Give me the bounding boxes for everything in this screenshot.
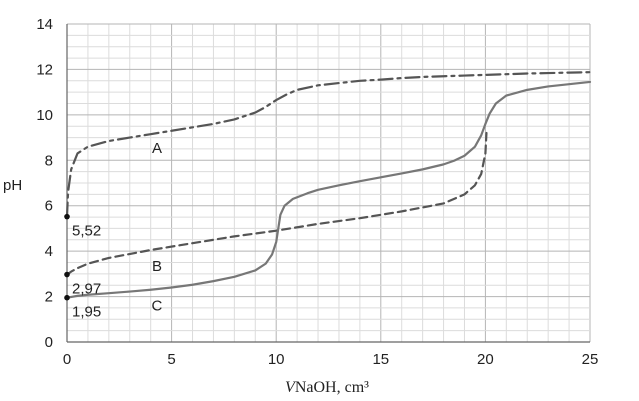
x-tick-label: 5 [167,351,175,368]
series-line-A [65,71,592,218]
x-tick-label: 0 [63,351,71,368]
y-tick-labels: 0 2 4 6 8 10 12 14 [36,16,53,351]
curve-label-C: C [152,298,163,315]
y-tick-label: 2 [45,289,53,306]
x-tick-label: 10 [268,351,285,368]
x-axis-label-unit: NaOH, cm³ [295,379,369,396]
curve-labels: A B C [152,140,163,315]
y-tick-label: 14 [36,16,53,33]
plot-frame [66,24,590,343]
start-point-label: 5,52 [72,223,101,240]
curve-label-A: A [152,140,162,157]
y-tick-label: 0 [45,334,53,351]
start-points: 5,52 2,97 1,95 [64,213,101,321]
start-point-label: 1,95 [72,304,101,321]
grid [66,23,591,343]
curve-label-B: B [152,258,162,275]
y-tick-label: 12 [36,61,53,78]
series-line-C [65,80,592,299]
y-axis-label: pH [3,177,22,194]
start-point-label: 2,97 [72,281,101,298]
y-tick-label: 8 [45,152,53,169]
x-axis-label: VNaOH, cm³ [285,379,369,396]
start-point-marker [64,271,70,278]
x-tick-label: 15 [372,351,389,368]
y-tick-label: 4 [45,243,53,260]
start-point-marker [64,213,70,220]
x-axis-label-variable: V [285,379,297,396]
x-tick-label: 25 [582,351,599,368]
x-tick-label: 20 [477,351,494,368]
y-tick-label: 10 [36,107,53,124]
start-point-marker [64,294,70,301]
series-line-B [65,131,488,276]
series-group [65,71,592,299]
x-tick-labels: 0 5 10 15 20 25 [63,351,599,368]
y-tick-label: 6 [45,198,53,215]
